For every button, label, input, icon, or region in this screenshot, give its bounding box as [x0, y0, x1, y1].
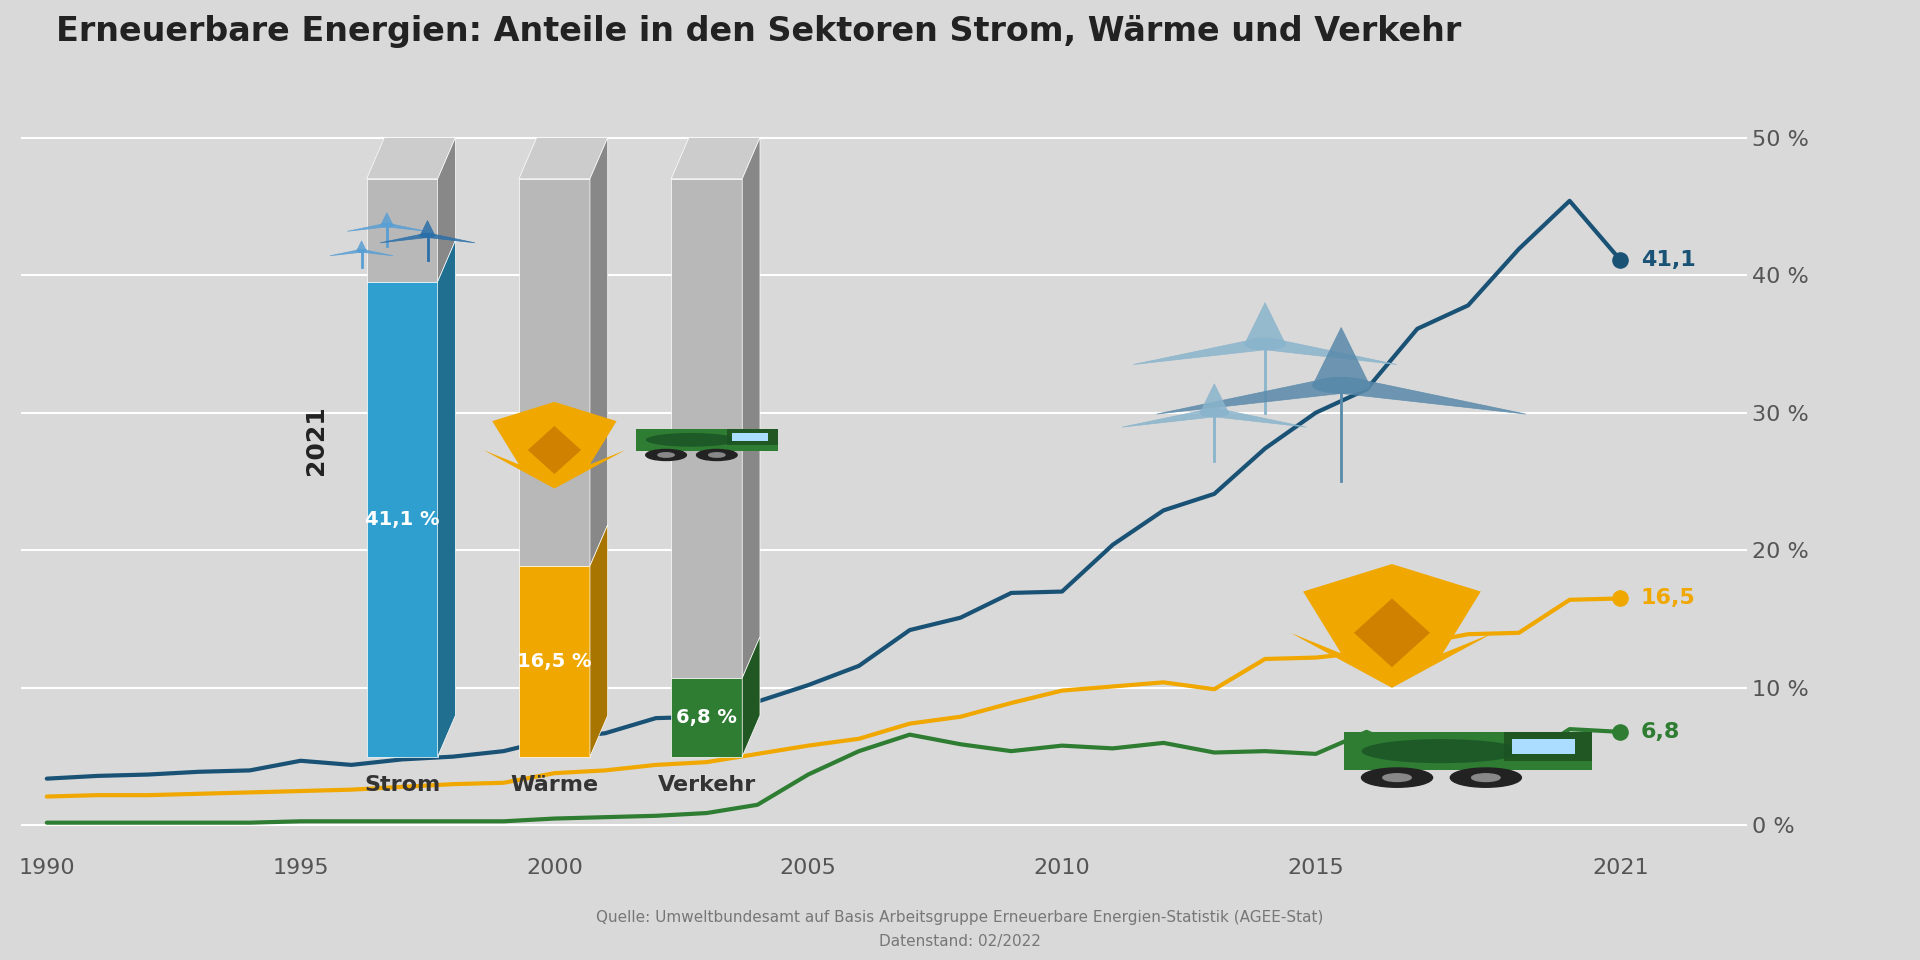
Ellipse shape: [1361, 739, 1521, 763]
Bar: [1344, 732, 1592, 770]
Circle shape: [708, 453, 726, 457]
Polygon shape: [743, 137, 760, 678]
Circle shape: [1200, 409, 1229, 417]
Text: 2021: 2021: [303, 405, 328, 475]
Text: Erneuerbare Energien: Anteile in den Sektoren Strom, Wärme und Verkehr: Erneuerbare Energien: Anteile in den Sek…: [56, 15, 1461, 48]
Polygon shape: [1208, 409, 1308, 427]
Point: [1605, 252, 1636, 268]
Polygon shape: [518, 137, 609, 179]
Polygon shape: [1200, 384, 1229, 413]
Polygon shape: [1256, 339, 1398, 365]
Polygon shape: [348, 224, 390, 231]
Bar: [1503, 732, 1592, 760]
Bar: [518, 179, 589, 566]
Point: [1605, 724, 1636, 739]
Ellipse shape: [645, 433, 737, 446]
Polygon shape: [359, 250, 394, 255]
Text: 6,8 %: 6,8 %: [676, 708, 737, 727]
Polygon shape: [380, 233, 432, 243]
Text: Quelle: Umweltbundesamt auf Basis Arbeitsgruppe Erneuerbare Energien-Statistik (: Quelle: Umweltbundesamt auf Basis Arbeit…: [597, 910, 1323, 924]
Text: 41,1 %: 41,1 %: [365, 510, 440, 529]
Polygon shape: [589, 525, 609, 756]
Polygon shape: [380, 213, 394, 225]
Polygon shape: [743, 636, 760, 756]
Bar: [518, 566, 589, 756]
Polygon shape: [330, 250, 365, 255]
Text: 41,1: 41,1: [1642, 250, 1695, 270]
Polygon shape: [672, 137, 760, 179]
Text: 16,5: 16,5: [1642, 588, 1695, 609]
Circle shape: [420, 233, 434, 237]
Polygon shape: [1327, 378, 1526, 414]
Bar: [367, 179, 438, 281]
Polygon shape: [1354, 598, 1430, 667]
Polygon shape: [484, 402, 626, 489]
Circle shape: [659, 453, 674, 457]
Polygon shape: [528, 426, 582, 474]
Circle shape: [697, 449, 737, 461]
Polygon shape: [438, 137, 455, 281]
Polygon shape: [357, 241, 367, 251]
Bar: [672, 678, 743, 756]
Bar: [672, 179, 743, 678]
Bar: [367, 281, 438, 756]
Circle shape: [645, 449, 685, 461]
Circle shape: [1471, 774, 1500, 781]
Polygon shape: [589, 137, 609, 566]
Text: Verkehr: Verkehr: [657, 775, 756, 795]
Polygon shape: [438, 240, 455, 756]
Polygon shape: [1244, 302, 1284, 344]
Polygon shape: [1121, 409, 1221, 427]
Polygon shape: [424, 233, 474, 243]
Circle shape: [1244, 339, 1284, 349]
Polygon shape: [420, 221, 434, 235]
Circle shape: [1313, 377, 1369, 393]
Polygon shape: [367, 137, 455, 179]
Polygon shape: [1313, 327, 1369, 385]
Text: Datenstand: 02/2022: Datenstand: 02/2022: [879, 933, 1041, 948]
Circle shape: [357, 250, 367, 252]
Text: Wärme: Wärme: [511, 775, 599, 795]
Polygon shape: [384, 224, 426, 231]
Bar: [732, 433, 768, 442]
Circle shape: [1382, 774, 1411, 781]
Point: [1605, 590, 1636, 606]
Polygon shape: [1156, 378, 1356, 414]
Circle shape: [1450, 768, 1521, 787]
Bar: [728, 429, 778, 445]
Polygon shape: [1133, 339, 1275, 365]
Text: 16,5 %: 16,5 %: [516, 652, 591, 671]
Circle shape: [1361, 768, 1432, 787]
Polygon shape: [1290, 564, 1494, 688]
Circle shape: [380, 224, 394, 227]
Bar: [1513, 739, 1574, 754]
Text: Strom: Strom: [365, 775, 440, 795]
Bar: [636, 429, 778, 451]
Text: 6,8: 6,8: [1642, 722, 1680, 742]
